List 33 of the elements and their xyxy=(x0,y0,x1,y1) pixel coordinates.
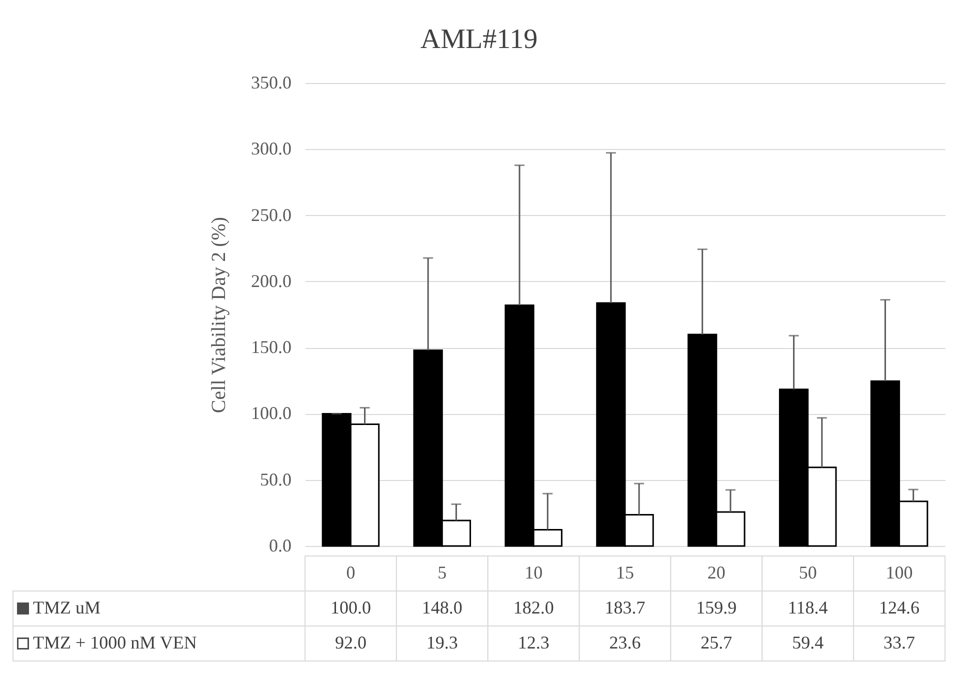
data-label: 25.7 xyxy=(700,632,732,652)
x-tick-label: 20 xyxy=(707,562,726,582)
data-label: 19.3 xyxy=(426,632,458,652)
x-tick-label: 10 xyxy=(524,562,543,582)
data-label: 182.0 xyxy=(513,598,554,618)
data-label: 118.4 xyxy=(788,598,828,618)
y-tick-label: 100.0 xyxy=(251,403,292,424)
y-tick-label: 150.0 xyxy=(251,337,292,358)
legend-label: TMZ uM xyxy=(33,598,100,618)
y-tick-label: 300.0 xyxy=(251,138,292,159)
y-tick-label: 350.0 xyxy=(251,72,292,92)
y-tick-label: 50.0 xyxy=(260,469,292,490)
data-label: 183.7 xyxy=(604,598,646,618)
y-tick-label: 200.0 xyxy=(251,270,292,291)
data-label: 23.6 xyxy=(609,632,641,652)
data-label: 159.9 xyxy=(696,598,737,618)
legend-label: TMZ + 1000 nM VEN xyxy=(33,632,197,652)
data-label: 33.7 xyxy=(884,632,916,652)
chart-title: AML#119 xyxy=(420,24,538,55)
data-label: 148.0 xyxy=(422,598,462,618)
y-tick-label: 250.0 xyxy=(251,204,292,225)
x-tick-label: 15 xyxy=(616,562,634,582)
data-label: 12.3 xyxy=(518,632,550,652)
data-label: 124.6 xyxy=(879,598,920,618)
data-label: 59.4 xyxy=(792,632,824,652)
y-axis-title: Cell Viability Day 2 (%) xyxy=(208,216,230,414)
x-tick-label: 50 xyxy=(798,562,817,582)
data-label: 92.0 xyxy=(334,632,366,652)
data-label: 100.0 xyxy=(330,598,371,618)
x-tick-label: 100 xyxy=(886,562,913,582)
x-tick-label: 0 xyxy=(346,562,356,582)
x-tick-label: 5 xyxy=(438,562,447,582)
y-tick-label: 0.0 xyxy=(269,536,292,556)
